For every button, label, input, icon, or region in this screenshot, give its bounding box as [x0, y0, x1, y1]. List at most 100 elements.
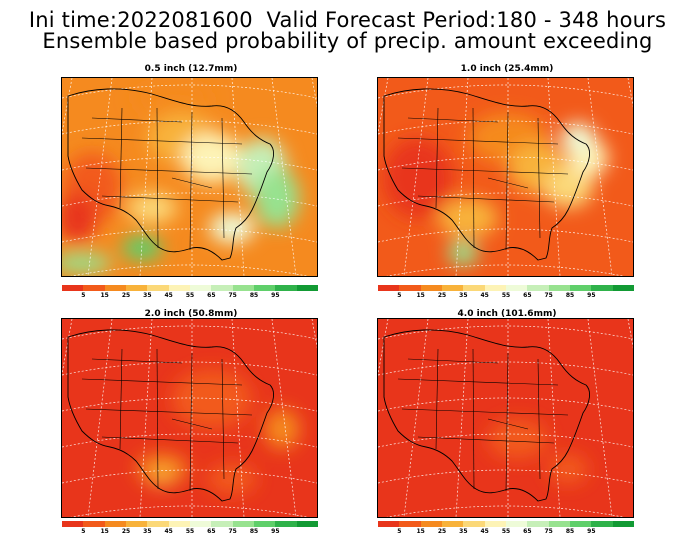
colorbar-swatch — [104, 285, 126, 291]
colorbar-swatch — [104, 521, 126, 527]
colorbar-swatch — [591, 285, 613, 291]
colorbar-swatch — [232, 285, 254, 291]
colorbar-labels-0.5inch: 5 15 25 35 45 55 65 75 85 95 — [62, 292, 318, 300]
colorbar-swatch — [83, 521, 105, 527]
colorbar-swatch — [399, 521, 421, 527]
colorbar-swatch — [505, 285, 528, 291]
colorbar-swatch — [211, 285, 233, 291]
colorbar-tick-label: 75 — [544, 292, 553, 299]
colorbar-swatch — [484, 521, 506, 527]
colorbar-swatch — [62, 285, 84, 291]
colorbar-tick-label: 35 — [143, 528, 152, 535]
colorbar-tick-label: 85 — [249, 528, 259, 535]
colorbar-tick-label: 25 — [437, 292, 447, 299]
colorbar-tick-label: 5 — [81, 528, 86, 535]
colorbar-swatch — [275, 285, 297, 291]
colorbar-swatch — [420, 521, 442, 527]
colorbar-tick-label: 65 — [207, 292, 216, 299]
colorbar-labels-2.0inch: 5 15 25 35 45 55 65 75 85 95 — [62, 528, 318, 536]
colorbar-swatch — [275, 521, 297, 527]
colorbar-swatch — [147, 285, 169, 291]
colorbar-swatch — [168, 285, 190, 291]
map-panel-1.0inch — [377, 77, 634, 277]
colorbar-swatch — [253, 285, 276, 291]
colorbar-tick-label: 55 — [185, 292, 195, 299]
colorbar-labels-4.0inch: 5 15 25 35 45 55 65 75 85 95 — [378, 528, 634, 536]
colorbar-tick-label: 85 — [249, 292, 259, 299]
colorbar-tick-label: 15 — [100, 528, 109, 535]
colorbar-swatch — [125, 521, 148, 527]
colorbar-tick-label: 95 — [587, 528, 596, 535]
colorbar-swatch — [591, 521, 613, 527]
colorbar-swatch — [189, 285, 212, 291]
colorbar-tick-label: 75 — [228, 292, 237, 299]
colorbar-swatch — [569, 285, 592, 291]
map-panel-2.0inch — [61, 318, 318, 518]
colorbar-tick-label: 45 — [164, 528, 173, 535]
colorbar-tick-label: 15 — [416, 528, 425, 535]
colorbar-swatch — [527, 285, 549, 291]
colorbar-labels-1.0inch: 5 15 25 35 45 55 65 75 85 95 — [378, 292, 634, 300]
colorbar-swatch — [612, 285, 634, 291]
colorbar-swatch — [296, 521, 318, 527]
colorbar-swatch — [147, 521, 169, 527]
colorbar-swatch — [253, 521, 276, 527]
map-panel-4.0inch — [377, 318, 634, 518]
colorbar-swatch — [527, 521, 549, 527]
colorbar-tick-label: 75 — [544, 528, 553, 535]
colorbar-tick-label: 5 — [397, 528, 402, 535]
colorbar-0.5inch — [62, 285, 318, 291]
colorbar-tick-label: 5 — [397, 292, 402, 299]
colorbar-swatch — [569, 521, 592, 527]
probability-map — [378, 78, 633, 276]
probability-map — [378, 319, 633, 517]
main-title: Ini time:2022081600 Valid Forecast Perio… — [28, 8, 667, 32]
probability-map — [62, 319, 317, 517]
colorbar-tick-label: 35 — [459, 528, 468, 535]
colorbar-swatch — [505, 521, 528, 527]
colorbar-swatch — [296, 285, 318, 291]
colorbar-swatch — [441, 521, 464, 527]
colorbar-tick-label: 65 — [207, 528, 216, 535]
colorbar-swatch — [378, 521, 400, 527]
colorbar-tick-label: 55 — [501, 292, 511, 299]
colorbar-tick-label: 25 — [121, 292, 131, 299]
colorbar-swatch — [83, 285, 105, 291]
colorbar-tick-label: 5 — [81, 292, 86, 299]
colorbar-swatch — [463, 521, 485, 527]
colorbar-tick-label: 15 — [100, 292, 109, 299]
colorbar-swatch — [420, 285, 442, 291]
colorbar-swatch — [548, 285, 570, 291]
colorbar-swatch — [378, 285, 400, 291]
colorbar-tick-label: 75 — [228, 528, 237, 535]
colorbar-tick-label: 85 — [565, 292, 575, 299]
panel-title-4.0inch: 4.0 inch (101.6mm) — [457, 309, 557, 319]
colorbar-tick-label: 95 — [271, 528, 280, 535]
colorbar-swatch — [232, 521, 254, 527]
colorbar-swatch — [189, 521, 212, 527]
colorbar-tick-label: 55 — [185, 528, 195, 535]
colorbar-tick-label: 25 — [121, 528, 131, 535]
colorbar-swatch — [612, 521, 634, 527]
colorbar-swatch — [211, 521, 233, 527]
colorbar-swatch — [463, 285, 485, 291]
colorbar-1.0inch — [378, 285, 634, 291]
main-subtitle: Ensemble based probability of precip. am… — [42, 29, 653, 53]
panel-title-0.5inch: 0.5 inch (12.7mm) — [144, 64, 238, 74]
colorbar-swatch — [484, 285, 506, 291]
colorbar-swatch — [62, 521, 84, 527]
colorbar-tick-label: 35 — [459, 292, 468, 299]
colorbar-tick-label: 45 — [480, 292, 489, 299]
colorbar-tick-label: 95 — [271, 292, 280, 299]
colorbar-swatch — [441, 285, 464, 291]
colorbar-swatch — [399, 285, 421, 291]
colorbar-tick-label: 45 — [164, 292, 173, 299]
probability-map — [62, 78, 317, 276]
colorbar-swatch — [125, 285, 148, 291]
colorbar-2.0inch — [62, 521, 318, 527]
map-panel-0.5inch — [61, 77, 318, 277]
colorbar-tick-label: 85 — [565, 528, 575, 535]
colorbar-tick-label: 65 — [523, 292, 532, 299]
colorbar-tick-label: 45 — [480, 528, 489, 535]
colorbar-tick-label: 95 — [587, 292, 596, 299]
